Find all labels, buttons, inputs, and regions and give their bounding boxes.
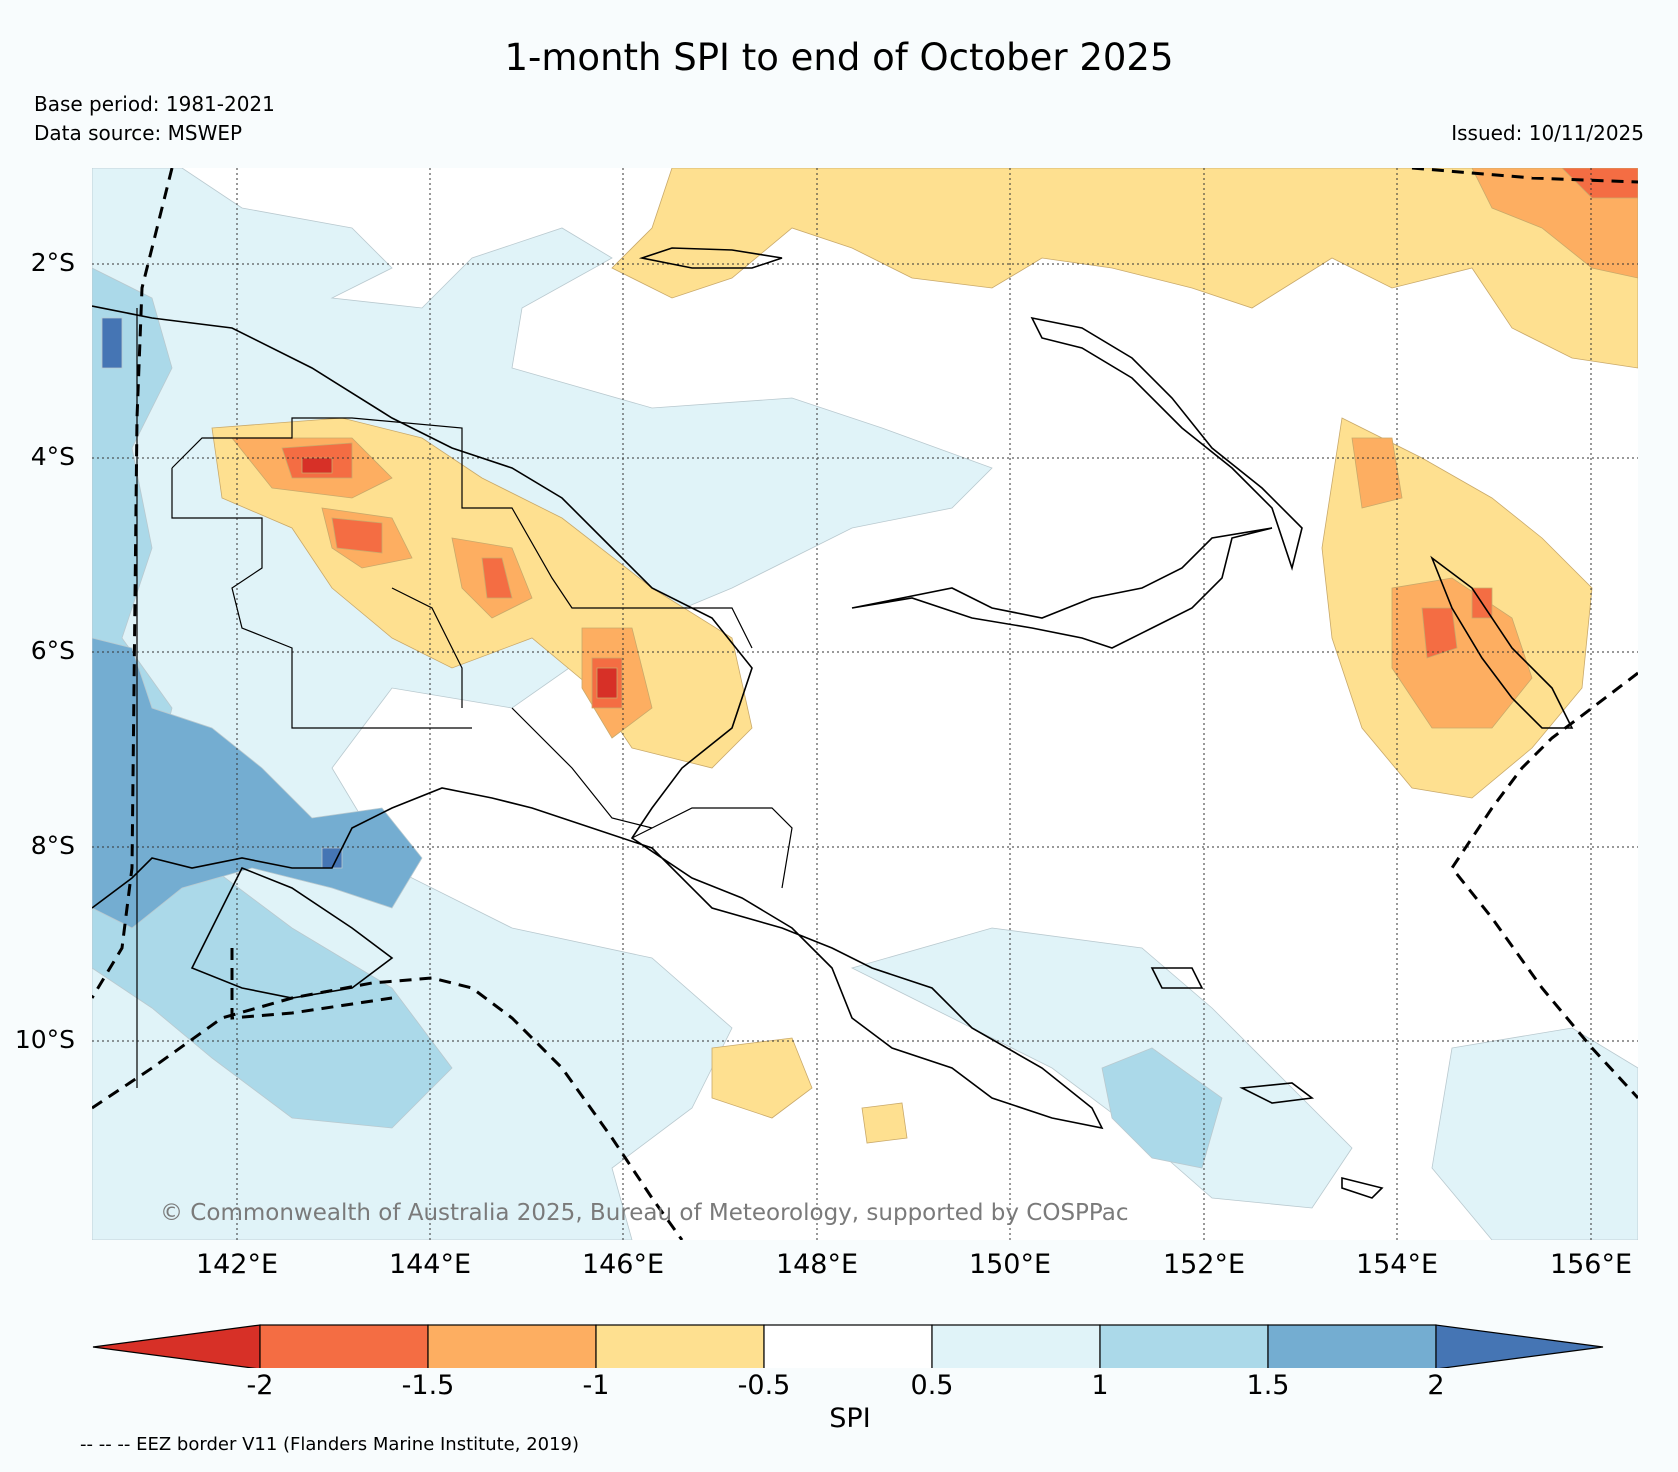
spi-region-highlands-moderate bbox=[231, 437, 653, 739]
colorbar-tick: -2 bbox=[246, 1370, 274, 1401]
lon-label-146e: 146°E bbox=[581, 1249, 665, 1280]
lon-label-152e: 152°E bbox=[1162, 1249, 1246, 1280]
eez-legend-note: -- -- -- EEZ border V11 (Flanders Marine… bbox=[80, 1434, 580, 1455]
eez-southwest bbox=[230, 948, 393, 1020]
lon-label-150e: 150°E bbox=[968, 1249, 1052, 1280]
colorbar-extend-wet bbox=[1435, 1324, 1604, 1370]
colorbar-bin bbox=[427, 1324, 597, 1370]
new-ireland-coast bbox=[1030, 316, 1303, 571]
lat-label-10s: 10°S bbox=[14, 1025, 75, 1054]
colorbar-tick: 1.5 bbox=[1246, 1370, 1290, 1401]
colorbar-bin bbox=[595, 1324, 765, 1370]
lon-label-148e: 148°E bbox=[775, 1249, 859, 1280]
colorbar-bin bbox=[763, 1324, 933, 1370]
data-source-text: Data source: MSWEP bbox=[34, 121, 243, 145]
eez-south bbox=[92, 976, 684, 1240]
spi-region-west-mid bbox=[92, 267, 453, 1129]
colorbar-bin bbox=[1099, 1324, 1269, 1370]
lon-label-142e: 142°E bbox=[195, 1249, 279, 1280]
colorbar-label: SPI bbox=[829, 1403, 871, 1434]
colorbar-extend-dry bbox=[92, 1324, 261, 1370]
spi-region-west-light bbox=[92, 168, 993, 1240]
islands-southeast bbox=[1150, 967, 1384, 1199]
eez-west bbox=[92, 168, 174, 999]
spi-region-north-dry bbox=[611, 168, 1638, 369]
eez-northeast bbox=[1411, 168, 1638, 184]
lat-label-8s: 8°S bbox=[30, 831, 75, 860]
new-britain-coast bbox=[851, 527, 1273, 649]
colorbar-bin bbox=[931, 1324, 1101, 1370]
spi-region-northeast-severe bbox=[1561, 168, 1638, 199]
province-borders bbox=[171, 417, 793, 889]
graticule bbox=[92, 168, 1638, 1240]
eez-borders bbox=[92, 168, 1638, 1240]
colorbar-tick: 2 bbox=[1427, 1370, 1445, 1401]
colorbar-tick: 1 bbox=[1091, 1370, 1109, 1401]
spi-dry-layer bbox=[211, 168, 1638, 1144]
lon-label-156e: 156°E bbox=[1549, 1249, 1633, 1280]
lon-label-154e: 154°E bbox=[1355, 1249, 1439, 1280]
lat-label-2s: 2°S bbox=[30, 248, 75, 277]
spi-region-south-dry-patch bbox=[711, 1037, 908, 1144]
page-title: 1-month SPI to end of October 2025 bbox=[504, 36, 1174, 79]
base-period-text: Base period: 1981-2021 bbox=[34, 92, 275, 116]
eez-east bbox=[1450, 671, 1638, 1100]
new-guinea-coast bbox=[92, 305, 1104, 1130]
spi-region-west-deep bbox=[101, 317, 343, 869]
spi-colorbar bbox=[0, 1318, 1678, 1372]
colorbar-tick: -1.5 bbox=[401, 1370, 455, 1401]
spi-map bbox=[92, 168, 1638, 1240]
lon-label-144e: 144°E bbox=[388, 1249, 472, 1280]
lat-label-4s: 4°S bbox=[30, 442, 75, 471]
map-canvas bbox=[92, 168, 1638, 1240]
lat-label-6s: 6°S bbox=[30, 636, 75, 665]
colorbar-bin bbox=[259, 1324, 429, 1370]
colorbar-tick: -1 bbox=[582, 1370, 610, 1401]
issued-date-text: Issued: 10/11/2025 bbox=[1451, 121, 1644, 145]
bougainville-coast bbox=[1430, 555, 1574, 729]
spi-region-east-mid bbox=[1101, 1047, 1223, 1169]
colorbar-bin bbox=[1267, 1324, 1437, 1370]
copyright-notice: © Commonwealth of Australia 2025, Bureau… bbox=[160, 1200, 1129, 1226]
spi-region-southeast-light bbox=[1431, 1027, 1638, 1240]
colorbar-tick: -0.5 bbox=[737, 1370, 791, 1401]
admin-borders bbox=[136, 308, 793, 1088]
colorbar-tick: 0.5 bbox=[910, 1370, 954, 1401]
manus-coast bbox=[638, 247, 783, 269]
